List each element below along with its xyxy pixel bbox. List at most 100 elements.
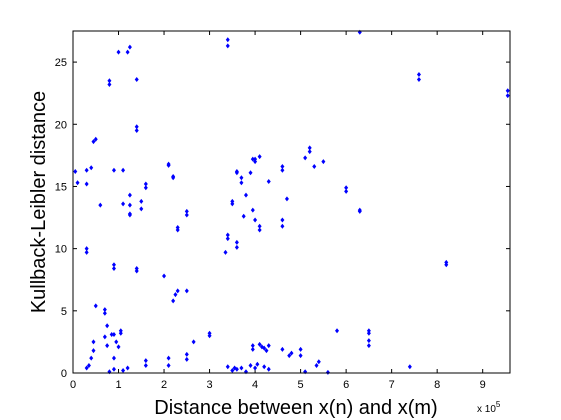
data-point <box>109 331 114 337</box>
data-point <box>239 175 244 181</box>
data-point <box>116 49 121 55</box>
data-point <box>175 288 180 294</box>
x-tick-label: 2 <box>161 379 167 391</box>
data-point <box>257 227 262 233</box>
x-tick-label: 0 <box>70 379 76 391</box>
data-point <box>234 170 239 176</box>
data-point <box>102 307 107 313</box>
data-point <box>184 351 189 357</box>
data-point <box>234 239 239 245</box>
data-point <box>84 249 89 255</box>
data-point <box>248 170 253 176</box>
data-point <box>250 156 255 162</box>
data-point <box>111 266 116 272</box>
data-point <box>111 167 116 173</box>
data-point <box>114 339 119 345</box>
data-point <box>505 88 510 94</box>
data-point <box>166 355 171 361</box>
data-point <box>234 244 239 250</box>
data-point <box>175 227 180 233</box>
data-point <box>243 192 248 198</box>
data-point <box>118 330 123 336</box>
data-point <box>107 369 112 375</box>
data-point <box>257 341 262 347</box>
data-point <box>127 211 132 217</box>
y-tick-label: 0 <box>61 368 67 380</box>
data-point <box>86 363 91 369</box>
data-point <box>344 185 349 191</box>
data-point <box>303 155 308 161</box>
data-point <box>139 198 144 204</box>
data-point <box>93 303 98 309</box>
y-tick-label: 5 <box>61 306 67 318</box>
data-point <box>280 217 285 223</box>
data-point <box>253 159 258 165</box>
data-point <box>84 246 89 252</box>
y-tick-label: 20 <box>55 119 67 131</box>
data-point <box>239 365 244 371</box>
data-point <box>444 262 449 268</box>
data-point <box>134 77 139 83</box>
x-tick-label: 7 <box>389 379 395 391</box>
data-point <box>280 223 285 229</box>
x-tick-label: 3 <box>207 379 213 391</box>
data-point <box>307 145 312 151</box>
data-point <box>93 136 98 142</box>
data-point <box>102 310 107 316</box>
data-point <box>111 366 116 372</box>
data-point <box>253 365 258 371</box>
data-point <box>266 178 271 184</box>
x-tick-label: 5 <box>298 379 304 391</box>
y-tick-label: 25 <box>55 57 67 69</box>
plot-area-frame <box>72 30 511 374</box>
data-point <box>248 363 253 369</box>
data-point <box>325 369 330 375</box>
data-point <box>121 167 126 173</box>
data-point <box>366 328 371 334</box>
y-tick-label: 10 <box>55 244 67 256</box>
data-point <box>166 363 171 369</box>
data-point <box>257 223 262 229</box>
data-point <box>253 217 258 223</box>
x-tick-label: 4 <box>252 379 258 391</box>
data-point <box>357 29 362 35</box>
data-point <box>307 149 312 155</box>
data-point <box>125 365 130 371</box>
data-point <box>166 161 171 167</box>
data-point <box>239 180 244 186</box>
data-point <box>127 44 132 50</box>
data-point <box>105 343 110 349</box>
data-point <box>298 346 303 352</box>
data-point <box>407 364 412 370</box>
x-tick-label: 6 <box>343 379 349 391</box>
data-point <box>416 77 421 83</box>
data-point <box>316 359 321 365</box>
axis-ticks <box>72 31 510 374</box>
data-point <box>284 196 289 202</box>
data-point <box>143 358 148 364</box>
data-point <box>84 365 89 371</box>
x-axis-exponent: x 105 <box>477 400 501 415</box>
data-point <box>280 164 285 170</box>
data-point <box>298 353 303 359</box>
data-point <box>366 338 371 344</box>
data-points <box>73 29 510 375</box>
data-point <box>225 37 230 43</box>
data-point <box>223 249 228 255</box>
x-tick-label: 1 <box>115 379 121 391</box>
data-point <box>191 339 196 345</box>
data-point <box>134 124 139 130</box>
data-point <box>255 361 260 367</box>
y-axis-label: Kullback-Leibler distance <box>28 91 50 313</box>
data-point <box>243 369 248 375</box>
y-tick-label: 15 <box>55 181 67 193</box>
data-point <box>230 201 235 207</box>
data-point <box>416 72 421 78</box>
data-point <box>184 288 189 294</box>
data-point <box>184 356 189 362</box>
x-tick-label: 8 <box>434 379 440 391</box>
data-point <box>116 344 121 350</box>
x-tick-label: 9 <box>480 379 486 391</box>
data-point <box>505 93 510 99</box>
